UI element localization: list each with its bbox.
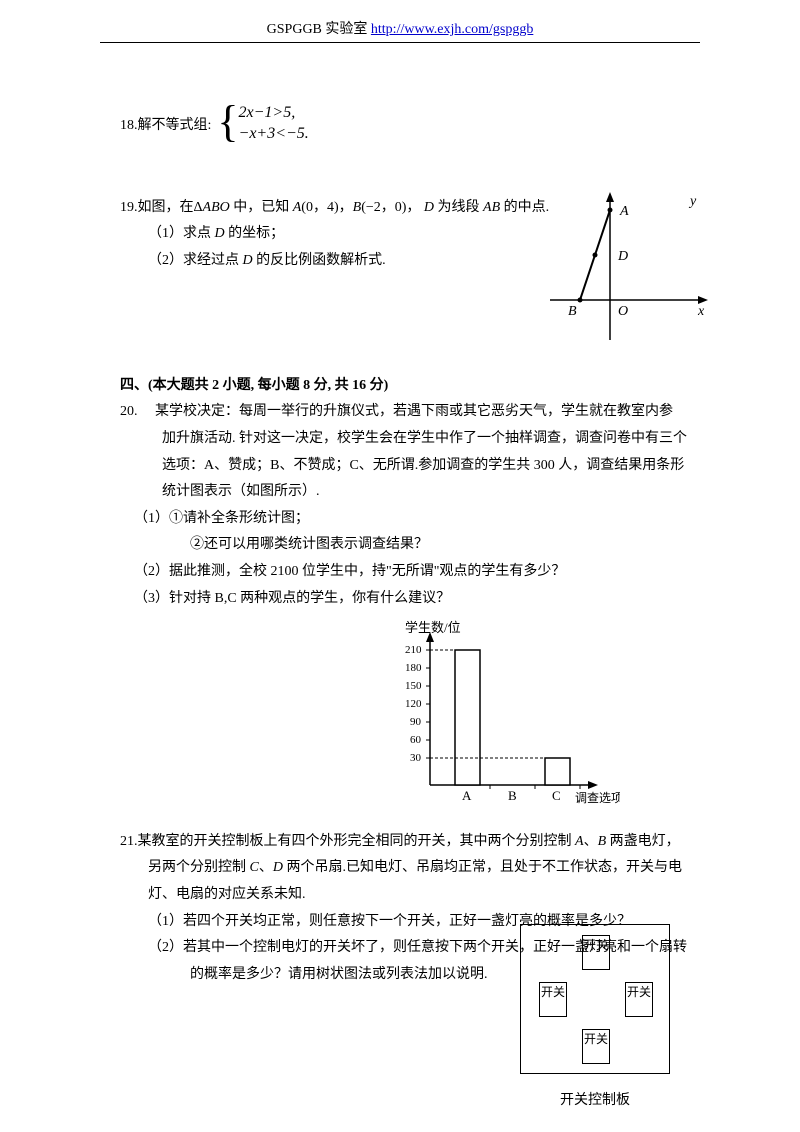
switch-left: 开关 [539,982,567,1017]
page-header: GSPGGB 实验室 http://www.exjh.com/gspggb [0,0,800,43]
svg-text:210: 210 [405,644,422,656]
eq-line2: −x+3<−5. [239,125,309,142]
question-19: 19.如图，在ΔABO 中，已知 A(0，4)，B(−2，0)， D 为线段 A… [120,195,690,275]
q20-s3: （3）针对持 B,C 两种观点的学生，你有什么建议？ [134,586,690,613]
question-20: 20. 某学校决定：每周一举行的升旗仪式，若遇下雨或其它恶劣天气，学生就在教室内… [120,399,690,820]
q20-l1: 某学校决定：每周一举行的升旗仪式，若遇下雨或其它恶劣天气，学生就在教室内参 [155,404,673,419]
svg-text:学生数/位: 学生数/位 [405,620,461,635]
svg-text:150: 150 [405,680,422,692]
svg-text:调查选项: 调查选项 [575,791,620,805]
bar-chart: 学生数/位 210 180 150 120 90 60 30 [400,620,620,810]
header-divider [100,42,700,43]
switch-top: 开关 [582,935,610,970]
switch-bottom: 开关 [582,1029,610,1064]
question-21: 21.某教室的开关控制板上有四个外形完全相同的开关，其中两个分别控制 A、B 两… [120,829,690,989]
section-4-title: 四、(本大题共 2 小题, 每小题 8 分, 共 16 分) [120,374,690,394]
header-url[interactable]: http://www.exjh.com/gspggb [371,22,533,37]
q20-s2: （2）据此推测，全校 2100 位学生中，持"无所谓"观点的学生有多少？ [134,559,690,586]
q20-s1b: ②还可以用哪类统计图表示调查结果？ [134,532,690,559]
q20-l4: 统计图表示（如图所示）. [162,479,690,506]
svg-text:90: 90 [410,716,422,728]
svg-text:B: B [568,304,577,319]
svg-text:30: 30 [410,752,422,764]
q21-l2: 另两个分别控制 C、D 两个吊扇.已知电灯、吊扇均正常，且处于不工作状态，开关与… [148,855,690,882]
svg-text:120: 120 [405,698,422,710]
svg-text:C: C [552,788,561,803]
coordinate-figure: y x A B O D [540,190,710,345]
q20-l2: 加升旗活动. 针对这一决定，校学生会在学生中作了一个抽样调查，调查问卷中有三个 [162,426,690,453]
svg-text:O: O [618,304,628,319]
svg-text:180: 180 [405,662,422,674]
svg-text:A: A [619,204,629,219]
q20-s1: （1）①请补全条形统计图； [134,506,690,533]
switch-panel-label: 开关控制板 [520,1088,670,1115]
svg-text:60: 60 [410,734,422,746]
switch-right: 开关 [625,982,653,1017]
svg-text:y: y [688,194,697,209]
svg-text:D: D [617,249,628,264]
svg-text:x: x [697,304,705,319]
q21-l3: 灯、电扇的对应关系未知. [148,882,690,909]
inequality-system: 2x−1>5, −x+3<−5. [239,103,309,145]
q20-num: 20. [120,404,138,419]
eq-line1: 2x−1>5, [239,104,296,121]
q18-label: 18.解不等式组: [120,114,211,134]
switch-panel-figure: 开关 开关 开关 开关 开关控制板 [520,924,670,1099]
q21-l1: 21.某教室的开关控制板上有四个外形完全相同的开关，其中两个分别控制 A、B 两… [120,829,690,856]
q20-l3: 选项：A、赞成；B、不赞成；C、无所谓.参加调查的学生共 300 人，调查结果用… [162,453,690,480]
question-18: 18.解不等式组: { 2x−1>5, −x+3<−5. [120,103,690,145]
svg-text:B: B [508,788,517,803]
switch-box: 开关 开关 开关 开关 [520,924,670,1074]
brace-icon: { [217,109,238,135]
lab-name: GSPGGB 实验室 [267,22,368,37]
svg-text:A: A [462,788,472,803]
